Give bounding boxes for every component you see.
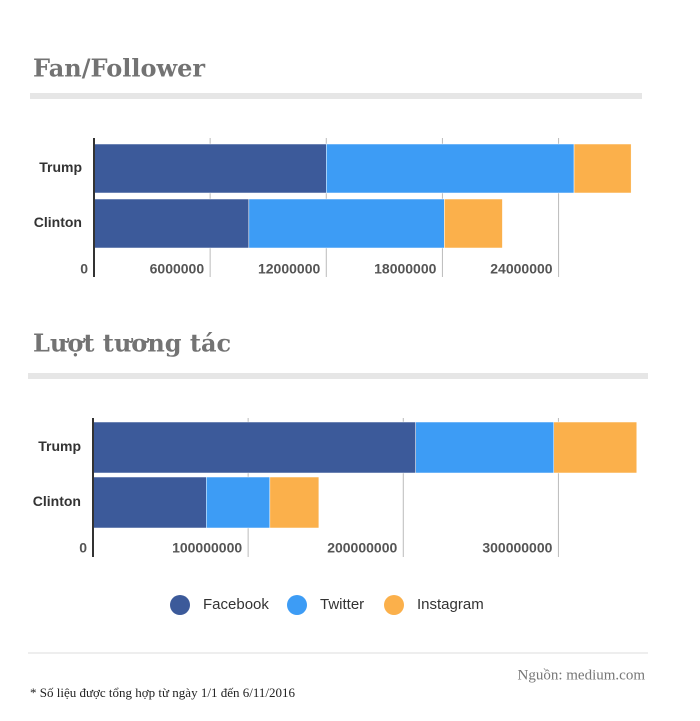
bar-segment <box>92 476 207 529</box>
legend-label: Twitter <box>320 596 364 613</box>
category-label: Trump <box>39 159 82 175</box>
legend-swatch <box>287 595 307 615</box>
bar-segment <box>573 143 632 194</box>
x-tick-label: 12000000 <box>258 261 321 277</box>
legend-label: Instagram <box>417 596 484 613</box>
legend-swatch <box>384 595 404 615</box>
title-rule <box>28 373 648 379</box>
legend-swatch <box>170 595 190 615</box>
x-tick-label: 0 <box>79 540 87 556</box>
bar-segment <box>415 421 555 474</box>
note: * Số liệu được tổng hợp từ ngày 1/1 đến … <box>30 685 295 700</box>
x-tick-label: 100000000 <box>172 540 242 556</box>
bar-segment <box>206 476 271 529</box>
bar-segment <box>553 421 638 474</box>
bar-segment <box>92 421 416 474</box>
bar-segment <box>269 476 320 529</box>
bar-segment <box>248 198 445 249</box>
category-label: Clinton <box>34 214 82 230</box>
x-tick-label: 24000000 <box>490 261 553 277</box>
legend-label: Facebook <box>203 596 269 613</box>
title-rule <box>30 93 642 99</box>
x-tick-label: 200000000 <box>327 540 397 556</box>
x-tick-label: 18000000 <box>374 261 437 277</box>
bar-segment <box>326 143 575 194</box>
bar-segment <box>93 198 250 249</box>
chart-title: Lượt tương tác <box>33 329 231 358</box>
x-tick-label: 6000000 <box>150 261 205 277</box>
bar-segment <box>444 198 503 249</box>
x-tick-label: 0 <box>80 261 88 277</box>
category-label: Trump <box>38 438 81 454</box>
x-tick-label: 300000000 <box>482 540 552 556</box>
category-label: Clinton <box>33 493 81 509</box>
bar-segment <box>93 143 327 194</box>
chart-title: Fan/Follower <box>33 54 205 83</box>
source: Nguồn: medium.com <box>518 667 646 683</box>
